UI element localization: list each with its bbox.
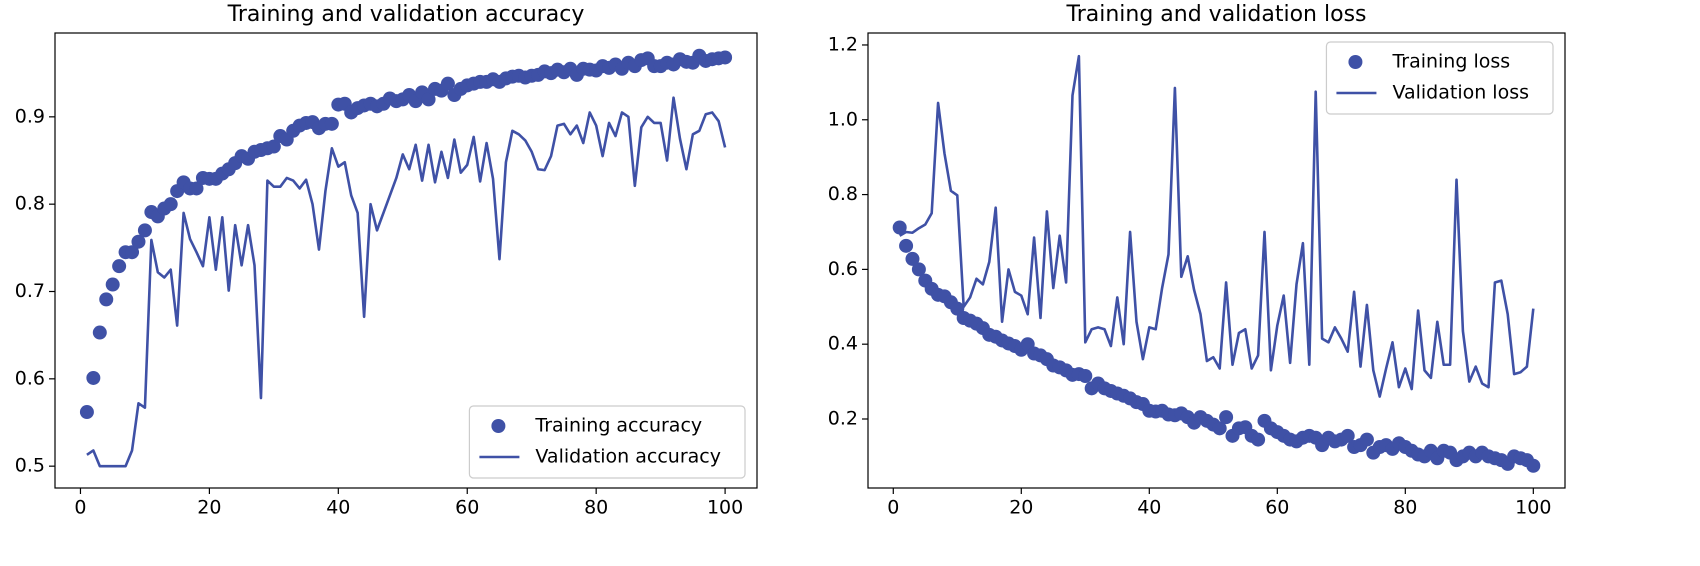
x-tick-label: 0	[74, 497, 86, 519]
legend: Training loss Validation loss	[1325, 41, 1554, 115]
y-tick-label: 1.0	[828, 108, 858, 130]
data-point	[189, 181, 204, 196]
legend: Training accuracy Validation accuracy	[468, 405, 746, 479]
data-point	[718, 50, 733, 65]
x-tick-label: 40	[326, 497, 350, 519]
x-tick-label: 60	[1265, 497, 1289, 519]
data-point	[266, 139, 281, 154]
x-tick-label: 40	[1137, 497, 1161, 519]
legend-label: Training accuracy	[534, 415, 702, 437]
data-point	[1251, 432, 1266, 447]
y-tick-label: 0.8	[15, 193, 45, 215]
x-tick-label: 60	[455, 497, 479, 519]
legend-frame	[1325, 41, 1554, 115]
plot-frame	[867, 32, 1566, 489]
data-point	[440, 76, 455, 91]
legend-marker	[491, 419, 506, 433]
data-point	[125, 245, 140, 260]
y-tick-label: 1.2	[828, 33, 858, 55]
legend-label: Validation accuracy	[535, 446, 721, 468]
x-tick-label: 80	[1393, 497, 1417, 519]
x-tick-label: 100	[707, 497, 743, 519]
data-point	[905, 251, 920, 266]
data-point	[1340, 428, 1355, 443]
data-point	[86, 370, 101, 385]
data-point	[131, 234, 146, 249]
data-point	[79, 405, 94, 420]
y-tick-label: 0.8	[828, 183, 858, 205]
data-point	[1359, 432, 1374, 447]
y-tick-label: 0.5	[15, 455, 45, 477]
data-point	[1219, 410, 1234, 425]
y-tick-label: 0.2	[828, 407, 858, 429]
legend-frame	[468, 405, 746, 479]
data-point	[99, 292, 114, 307]
data-point	[899, 238, 914, 253]
legend-label: Validation loss	[1392, 82, 1529, 104]
x-tick-label: 0	[887, 497, 899, 519]
x-tick-label: 20	[1009, 497, 1033, 519]
data-point	[892, 220, 907, 235]
y-tick-label: 0.6	[828, 258, 858, 280]
chart-title: Training and validation loss	[1066, 2, 1367, 27]
data-point	[911, 262, 926, 277]
data-point	[137, 223, 152, 238]
y-tick-label: 0.4	[828, 333, 858, 355]
x-tick-label: 100	[1515, 497, 1551, 519]
data-point	[1526, 458, 1541, 473]
plot-frame	[54, 32, 758, 489]
y-tick-label: 0.7	[15, 280, 45, 302]
data-point	[1212, 421, 1227, 436]
data-point	[112, 259, 127, 274]
x-tick-label: 80	[584, 497, 608, 519]
x-tick-label: 20	[197, 497, 221, 519]
y-tick-label: 0.9	[15, 105, 45, 127]
data-line	[899, 54, 1535, 398]
data-point	[92, 325, 107, 340]
legend-label: Training loss	[1391, 51, 1510, 73]
data-point	[421, 92, 436, 107]
y-tick-label: 0.6	[15, 367, 45, 389]
data-line	[86, 96, 727, 468]
data-point	[105, 277, 120, 292]
legend-marker	[1348, 55, 1363, 69]
data-point	[324, 116, 339, 131]
chart-title: Training and validation accuracy	[227, 2, 585, 27]
data-point	[1078, 368, 1093, 383]
data-point	[163, 197, 178, 212]
